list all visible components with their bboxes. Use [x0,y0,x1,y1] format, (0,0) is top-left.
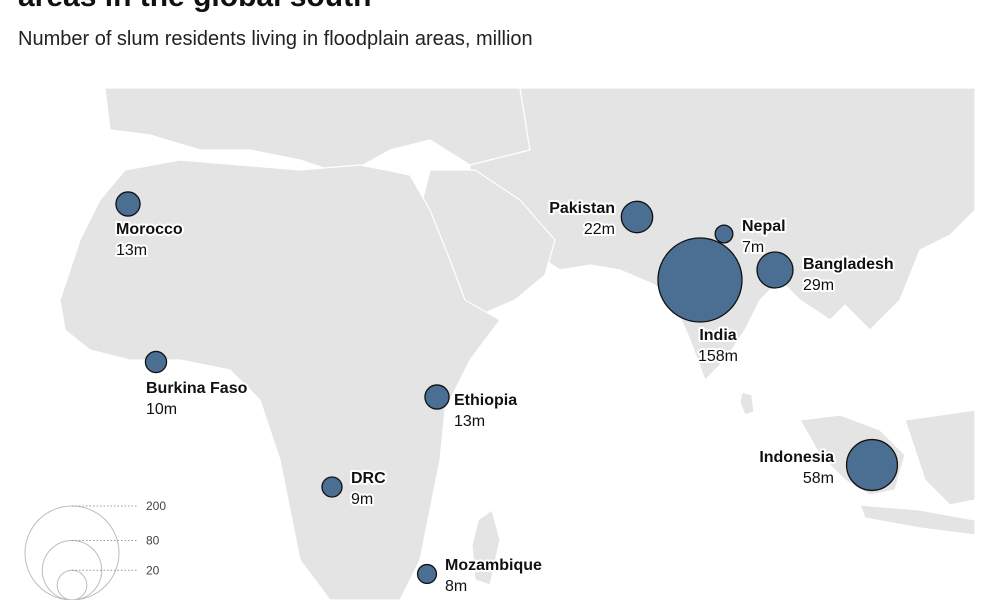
bubble-bangladesh [756,251,794,289]
value-nepal: 7m [742,239,764,256]
bubble-pakistan [620,200,654,234]
value-ethiopia: 13m [454,413,485,430]
bubble-layer: Morocco 13m Burkina Faso 10m Ethiopia 13m DRC 9… [114,191,899,597]
legend-label-200: 200 [146,499,166,513]
value-morocco: 13m [116,242,147,259]
bubble-india [657,237,743,323]
value-bangladesh: 29m [803,277,834,294]
legend-label-80: 80 [146,534,160,548]
bubble-morocco [115,191,141,217]
land-africa [59,159,501,600]
label-india: India [699,327,736,344]
bubble-nepal [714,224,734,244]
value-india: 158m [698,348,738,365]
legend-circle-200 [24,505,120,600]
bubble-drc [321,476,343,498]
value-mozambique: 8m [445,578,467,595]
chart-subtitle: Number of slum residents living in flood… [18,28,533,50]
label-burkina-faso: Burkina Faso [146,380,248,397]
bubble-burkina-faso [144,350,168,374]
land-layer [59,87,976,600]
label-pakistan: Pakistan [549,200,615,217]
label-ethiopia: Ethiopia [454,392,517,409]
value-pakistan: 22m [584,221,615,238]
size-legend: 200 80 20 [24,499,166,600]
label-mozambique: Mozambique [445,557,542,574]
label-drc: DRC [351,470,386,487]
land-java [859,504,976,536]
land-madagascar [471,509,501,586]
value-indonesia: 58m [803,470,834,487]
bubble-mozambique [416,563,438,585]
bubble-indonesia [845,438,899,492]
label-indonesia: Indonesia [759,449,834,466]
label-bangladesh: Bangladesh [803,256,894,273]
label-nepal: Nepal [742,218,786,235]
value-drc: 9m [351,491,373,508]
legend-circle-20 [56,569,88,600]
bubble-ethiopia [424,384,450,410]
label-morocco: Morocco [116,221,183,238]
legend-label-20: 20 [146,563,160,577]
chart-title: areas in the global south [18,0,371,14]
value-burkina-faso: 10m [146,401,177,418]
land-indonesia-east [904,409,976,506]
land-sri-lanka [739,391,755,416]
